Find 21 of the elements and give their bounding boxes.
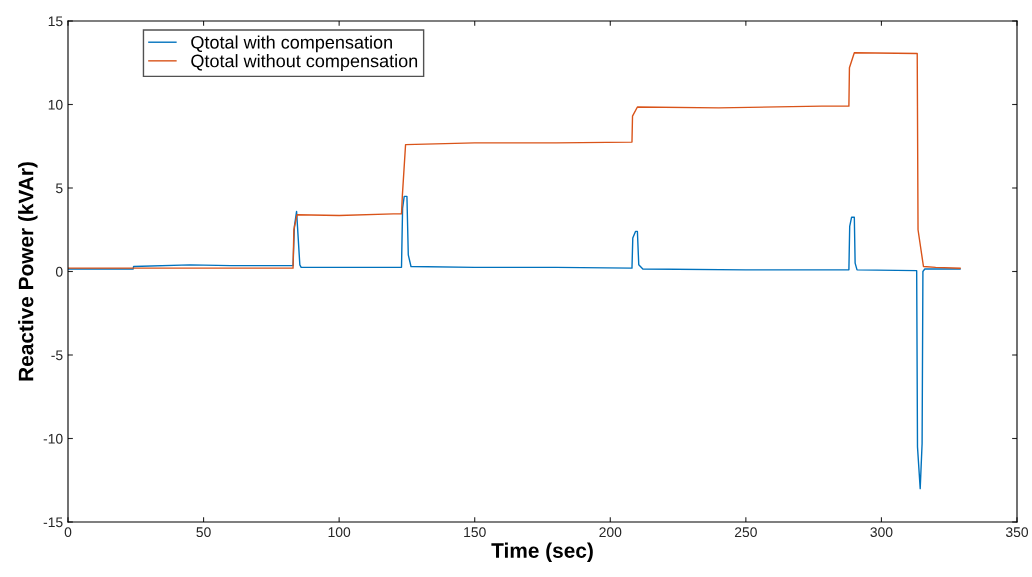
x-tick-label: 100	[328, 527, 351, 538]
x-tick-label: 50	[196, 527, 211, 538]
y-tick-label: 0	[55, 266, 63, 277]
x-axis-title: Time (sec)	[491, 542, 593, 563]
x-tick-label: 150	[464, 527, 486, 538]
line-series	[68, 52, 961, 269]
y-tick-label: -5	[51, 350, 63, 361]
y-tick-label: -15	[43, 517, 63, 528]
x-tick-label: 350	[1005, 527, 1029, 538]
line-series	[68, 195, 961, 490]
legend-label: Qtotal without compensation	[191, 54, 418, 71]
y-tick-label: -10	[43, 433, 63, 444]
x-tick-label: 250	[734, 527, 757, 538]
y-tick-label: 10	[48, 99, 63, 110]
x-tick-label: 300	[870, 527, 893, 538]
y-tick-label: 15	[48, 16, 63, 27]
x-tick-label: 200	[599, 527, 622, 538]
x-tick-label: 0	[64, 527, 72, 538]
y-tick-label: 5	[55, 183, 63, 194]
y-axis-title: Reactive Power (kVAr)	[18, 162, 38, 381]
legend-label: Qtotal with compensation	[191, 35, 392, 53]
